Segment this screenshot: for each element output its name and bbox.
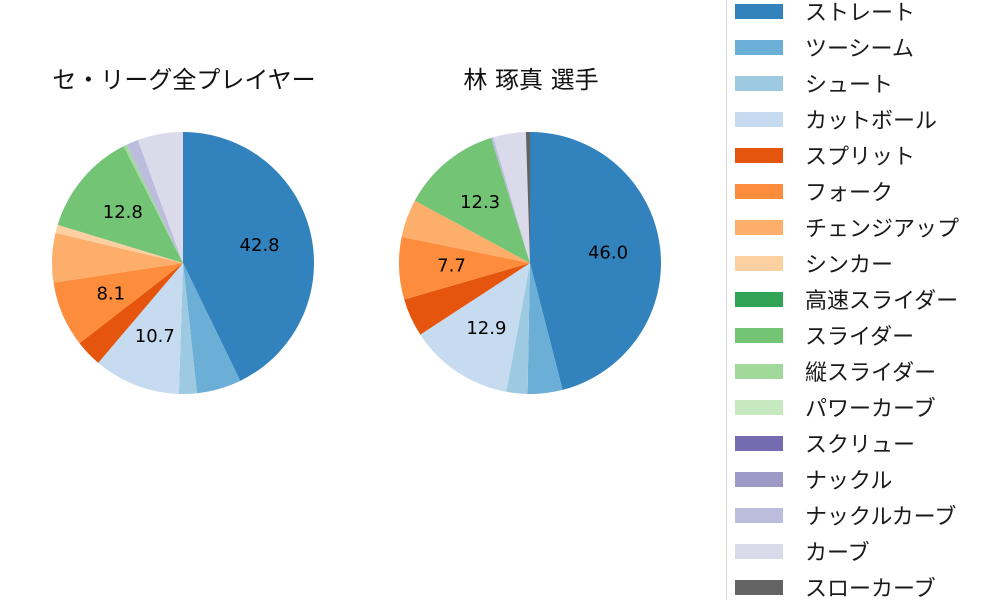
legend-color-swatch [735, 147, 783, 163]
pie-slice-ナックルカーブ [126, 140, 183, 263]
legend-item-label: スローカーブ [805, 577, 936, 600]
legend-color-swatch [735, 579, 783, 595]
legend-item: ナックル [735, 461, 1000, 497]
pie-slice-value-label: 8.1 [96, 284, 125, 305]
legend-item-label: ストレート [805, 1, 916, 26]
pie-slice-スプリット [79, 263, 183, 363]
legend-color-swatch [735, 219, 783, 235]
legend-color-swatch [735, 39, 783, 55]
legend-item-label: スプリット [805, 145, 916, 170]
legend-color-swatch [735, 507, 783, 523]
legend-color-swatch [735, 543, 783, 559]
legend-color-swatch [735, 471, 783, 487]
legend: ストレートツーシームシュートカットボール スプリットフォークチェンジアップ シンカー… [726, 0, 1000, 600]
legend-item: ナックルカーブ [735, 497, 1000, 533]
legend-color-swatch [735, 327, 783, 343]
legend-item: シュート [735, 65, 1000, 101]
pie-slice-チェンジアップ [401, 200, 530, 263]
pie-slice-カーブ [493, 132, 530, 263]
legend-color-swatch [735, 111, 783, 127]
legend-color-swatch [735, 363, 783, 379]
legend-item-label: カーブ [805, 541, 870, 566]
legend-color-swatch [735, 255, 783, 271]
pie-slice-カットボール [98, 263, 183, 394]
legend-item: 高速スライダー [735, 281, 1000, 317]
legend-item-label: カットボール [805, 109, 938, 134]
pie-slice-縦スライダー [123, 144, 183, 263]
legend-color-swatch [735, 75, 783, 91]
pie-slice-value-label: 42.8 [240, 235, 280, 256]
pie-slice-カーブ [137, 132, 183, 263]
legend-item-label: ツーシーム [805, 37, 914, 62]
legend-color-swatch [735, 435, 783, 451]
pie-slice-value-label: 10.7 [135, 326, 175, 347]
legend-item: スクリュー [735, 425, 1000, 461]
pie-slice-value-label: 12.8 [103, 202, 143, 223]
pie-slice-value-label: 7.7 [437, 256, 466, 277]
pie-slice-スプリット [404, 263, 530, 335]
legend-item-label: 縦スライダー [805, 361, 937, 386]
legend-item-label: ナックルカーブ [805, 505, 957, 530]
legend-item: チェンジアップ [735, 209, 1000, 245]
legend-item: ツーシーム [735, 29, 1000, 65]
pie-slice-フォーク [398, 236, 530, 300]
legend-item-label: パワーカーブ [805, 397, 936, 422]
pie-slice-シュート [178, 263, 197, 395]
legend-item: カーブ [735, 533, 1000, 569]
pie-slice-スライダー [57, 146, 183, 263]
legend-item: スプリット [735, 137, 1000, 173]
legend-color-swatch [735, 183, 783, 199]
legend-item: シンカー [735, 245, 1000, 281]
pie-slice-フォーク [53, 263, 184, 344]
pie-slice-シンカー [55, 224, 183, 263]
legend-item-label: 高速スライダー [805, 289, 959, 314]
pie-slice-ツーシーム [527, 263, 563, 395]
pie-slice-ツーシーム [183, 263, 241, 394]
pie-slice-ナックルカーブ [491, 137, 530, 263]
chart-title-player: 林 琢真 選手 [463, 66, 599, 94]
pie-chart-league: 42.8 10.7 8.1 12.8 [52, 132, 314, 395]
legend-item: カットボール [735, 101, 1000, 137]
legend-color-swatch [735, 399, 783, 415]
pie-slice-チェンジアップ [52, 232, 183, 283]
legend-item: フォーク [735, 173, 1000, 209]
pie-slice-ストレート [530, 132, 661, 390]
legend-item: ストレート [735, 0, 1000, 29]
legend-item: パワーカーブ [735, 389, 1000, 425]
legend-color-swatch [735, 291, 783, 307]
legend-item-label: シンカー [805, 253, 894, 278]
legend-item: スローカーブ [735, 569, 1000, 600]
legend-color-swatch [735, 3, 783, 19]
legend-item-label: スライダー [805, 325, 915, 350]
legend-item: スライダー [735, 317, 1000, 353]
legend-item: 縦スライダー [735, 353, 1000, 389]
chart-title-league: セ・リーグ全プレイヤー [52, 66, 316, 94]
pie-slice-スライダー [414, 137, 530, 263]
pie-slice-value-label: 12.9 [466, 318, 506, 339]
pie-slice-スローカーブ [525, 131, 530, 263]
pie-slice-ストレート [183, 132, 314, 381]
legend-item-label: チェンジアップ [805, 217, 960, 242]
pie-slice-カットボール [420, 263, 530, 392]
pie-slice-value-label: 46.0 [588, 243, 628, 264]
pie-slice-シュート [506, 263, 530, 394]
legend-item-label: フォーク [805, 181, 894, 206]
pie-chart-player: 46.0 12.9 7.7 12.3 [398, 131, 661, 395]
pie-slice-value-label: 12.3 [460, 192, 500, 213]
legend-item-label: シュート [805, 73, 894, 98]
legend-item-label: ナックル [805, 469, 893, 494]
legend-item-label: スクリュー [805, 433, 916, 458]
